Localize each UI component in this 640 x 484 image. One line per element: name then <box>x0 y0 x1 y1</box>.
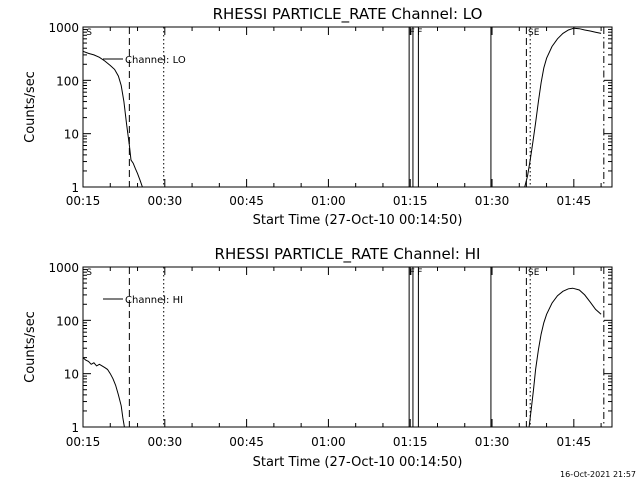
y-tick-label: 1 <box>71 421 79 435</box>
flag-label: F <box>417 28 422 38</box>
y-axis-label: Counts/sec <box>23 311 38 383</box>
series-line-segment-1 <box>82 50 143 188</box>
x-tick-label: 00:15 <box>66 194 101 208</box>
legend-label: Channel: HI <box>125 295 183 306</box>
legend-label: Channel: LO <box>125 55 186 66</box>
x-tick-label: 01:00 <box>311 435 346 449</box>
series-line-segment-2 <box>524 27 602 188</box>
x-tick-label: 00:30 <box>148 435 183 449</box>
flag-label: SE <box>528 28 540 38</box>
y-tick-label: 100 <box>56 74 79 88</box>
y-tick-label: 10 <box>64 368 79 382</box>
series-line-segment-2 <box>528 287 602 428</box>
y-tick-label: 1000 <box>48 261 79 275</box>
plot-frame <box>82 26 613 188</box>
y-axis-label: Counts/sec <box>23 71 38 143</box>
flag-label: S <box>86 28 92 38</box>
x-tick-label: 01:45 <box>557 194 592 208</box>
x-tick-label: 01:45 <box>557 435 592 449</box>
series-line-segment-1 <box>82 357 125 428</box>
x-axis-label: Start Time (27-Oct-10 00:14:50) <box>253 455 463 470</box>
flag-label: F <box>410 268 415 278</box>
flag-label: F <box>410 28 415 38</box>
x-tick-label: 01:15 <box>393 194 428 208</box>
x-tick-label: 00:30 <box>148 194 183 208</box>
y-tick-label: 1 <box>71 181 79 195</box>
x-tick-label: 01:15 <box>393 435 428 449</box>
y-tick-label: 100 <box>56 314 79 328</box>
y-tick-label: 1000 <box>48 21 79 35</box>
x-tick-label: 00:45 <box>229 194 264 208</box>
x-tick-label: 00:15 <box>66 435 101 449</box>
chart-title: RHESSI PARTICLE_RATE Channel: HI <box>215 245 481 264</box>
chart-panel-hi: RHESSI PARTICLE_RATE Channel: HI 00:15 00:… <box>23 245 613 470</box>
flag-label: F <box>417 268 422 278</box>
plot-frame <box>82 266 613 428</box>
x-tick-label: 01:30 <box>475 435 510 449</box>
x-tick-label: 01:30 <box>475 194 510 208</box>
x-axis-label: Start Time (27-Oct-10 00:14:50) <box>253 213 463 228</box>
flag-label: S <box>86 268 92 278</box>
x-tick-label: 01:00 <box>311 194 346 208</box>
flag-label: SE <box>528 268 540 278</box>
y-tick-label: 10 <box>64 128 79 142</box>
chart-title: RHESSI PARTICLE_RATE Channel: LO <box>213 5 483 24</box>
chart-panel-lo: RHESSI PARTICLE_RATE Channel: LO 00:15 00:… <box>23 5 613 228</box>
plot-timestamp: 16-Oct-2021 21:57 <box>560 470 636 479</box>
x-tick-label: 00:45 <box>229 435 264 449</box>
